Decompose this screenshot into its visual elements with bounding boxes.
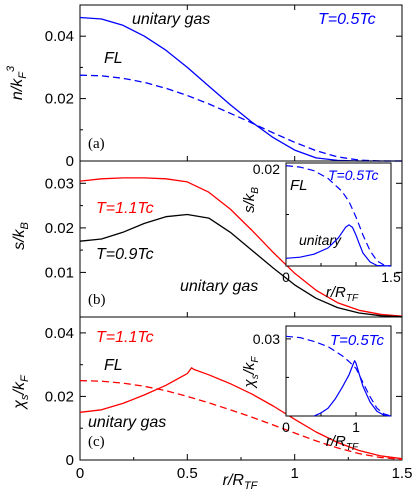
x-tick-3: 1.5 <box>392 465 413 482</box>
annotation-temperature-red-c: T=1.1Tc <box>96 329 154 346</box>
inset-b: 0.02 0 1.5 s/kB r/RTF FL T=0.5Tc unitary <box>241 161 401 304</box>
panel-c-ylabel: χs/kF <box>11 374 31 411</box>
series-group-inset-b <box>285 165 392 267</box>
annotation-temperature-red-b: T=1.1Tc <box>96 200 154 217</box>
x-tick-0: 0 <box>76 465 84 482</box>
series-line-b-inset-1-solid-blue <box>285 224 392 267</box>
panel-a-ytick-1: 0.02 <box>45 91 74 108</box>
inset-c-xlabel: r/RTF <box>326 433 359 453</box>
annotation-temperature-black-b: T=0.9Tc <box>96 246 154 263</box>
series-line-a-1-dashed-blue <box>79 74 402 162</box>
annotation-fl-a: FL <box>104 50 123 67</box>
inset-c-ytick: 0.03 <box>253 331 280 347</box>
series-line-c-inset-0-dashed-blue <box>285 335 392 417</box>
panel-c-ytick-1: 0.02 <box>45 388 74 405</box>
x-tick-2: 1 <box>291 465 299 482</box>
series-line-c-1-solid-red <box>79 367 403 460</box>
series-line-c-inset-1-solid-blue <box>313 360 392 417</box>
inset-b-xtick-0: 0 <box>282 269 290 285</box>
annotation-temperature-inset-b: T=0.5Tc <box>328 167 378 183</box>
annotation-unitary-gas-b: unitary gas <box>180 278 258 295</box>
panel-a-ytick-0: 0 <box>66 153 74 170</box>
inset-b-ytick: 0.02 <box>253 161 280 177</box>
panel-a-ylabel: n/kF3 <box>5 65 29 100</box>
panel-c-label: (c) <box>88 434 105 450</box>
series-group-a <box>79 16 402 162</box>
panel-a-ytick-2: 0.04 <box>45 28 74 45</box>
series-group-inset-c <box>285 335 392 417</box>
inset-b-ticks <box>286 162 357 266</box>
inset-c: 0.03 0 1 χs/kF r/RTF T=0.5Tc <box>241 325 392 453</box>
annotation-fl-inset-b: FL <box>290 177 308 194</box>
panel-b-ticks <box>80 182 402 317</box>
panel-a-ticks <box>80 5 402 161</box>
series-group-c <box>79 367 403 461</box>
x-tick-1: 0.5 <box>177 465 198 482</box>
inset-c-background <box>286 326 391 416</box>
annotation-fl-c: FL <box>104 357 123 374</box>
bottom-x-axis: 0 0.5 1 1.5 r/RTF <box>76 465 413 492</box>
panel-a-label: (a) <box>88 136 105 152</box>
panel-a: 0 0.02 0.04 n/kF3 (a) unitary gas FL T=0… <box>5 4 403 170</box>
panel-c: 0 0.02 0.04 χs/kF (c) T=1.1Tc FL unitary… <box>11 316 403 469</box>
inset-c-frame <box>285 325 392 417</box>
inset-c-xtick-1: 1 <box>352 419 360 435</box>
inset-c-ticks <box>286 338 357 416</box>
series-line-c-0-dashed-red <box>79 379 403 461</box>
inset-b-xlabel: r/RTF <box>326 284 359 304</box>
annotation-unitary-gas-c: unitary gas <box>88 414 166 431</box>
series-line-a-0-solid-blue <box>79 16 402 162</box>
panel-b-ytick-0: 0.01 <box>45 264 74 281</box>
inset-b-ylabel: s/kB <box>241 187 261 213</box>
series-group-b <box>79 177 403 318</box>
annotation-temperature-a: T=0.5Tc <box>318 11 376 28</box>
panel-c-ytick-2: 0.04 <box>45 325 74 342</box>
panel-b-ytick-2: 0.03 <box>45 175 74 192</box>
x-axis-label: r/RTF <box>223 472 259 492</box>
panel-c-ytick-0: 0 <box>66 452 74 469</box>
panel-b-ylabel: s/kB <box>11 222 31 250</box>
panel-b-label: (b) <box>88 292 106 308</box>
annotation-temperature-inset-c: T=0.5Tc <box>330 332 385 349</box>
inset-b-background <box>286 163 391 266</box>
annotation-unitary-gas-a: unitary gas <box>132 11 210 28</box>
inset-b-xtick-1: 1.5 <box>381 269 401 285</box>
inset-c-ylabel: χs/kF <box>241 356 261 390</box>
series-line-b-0-solid-red <box>79 177 403 317</box>
series-line-b-1-solid-black <box>79 213 403 318</box>
panel-b-ytick-1: 0.02 <box>45 220 74 237</box>
panel-c-ticks <box>80 332 402 460</box>
series-line-b-inset-0-dashed-blue <box>285 165 392 267</box>
inset-c-xtick-0: 0 <box>282 419 290 435</box>
